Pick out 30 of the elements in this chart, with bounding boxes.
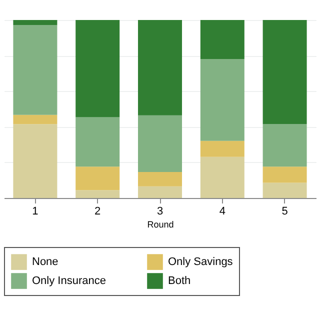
bar xyxy=(76,117,120,167)
legend-label: Only Insurance xyxy=(32,275,106,287)
bar xyxy=(138,186,182,198)
bar xyxy=(76,166,120,190)
legend-label: None xyxy=(32,256,58,268)
bar xyxy=(200,140,244,157)
x-tick-label: 2 xyxy=(94,206,101,218)
bar xyxy=(200,20,244,59)
bar xyxy=(262,124,307,167)
legend-label: Both xyxy=(168,275,191,287)
bar xyxy=(138,172,182,186)
bar xyxy=(200,156,244,198)
bar xyxy=(76,190,120,198)
x-tick-label: 4 xyxy=(219,206,226,218)
bar xyxy=(262,182,307,198)
bar xyxy=(200,58,244,141)
x-tick-label: 5 xyxy=(282,206,288,218)
bar xyxy=(138,20,182,116)
x-tick-label: 1 xyxy=(32,206,38,218)
bar xyxy=(13,25,58,115)
bar xyxy=(13,20,58,26)
x-axis-title: Round xyxy=(147,220,174,230)
bar xyxy=(76,20,120,118)
bar xyxy=(13,124,58,198)
bar xyxy=(13,114,58,124)
bar xyxy=(262,20,307,124)
bar xyxy=(138,115,182,172)
x-tick-label: 3 xyxy=(156,206,164,218)
legend-label: Only Savings xyxy=(168,256,234,268)
bar xyxy=(262,166,307,183)
